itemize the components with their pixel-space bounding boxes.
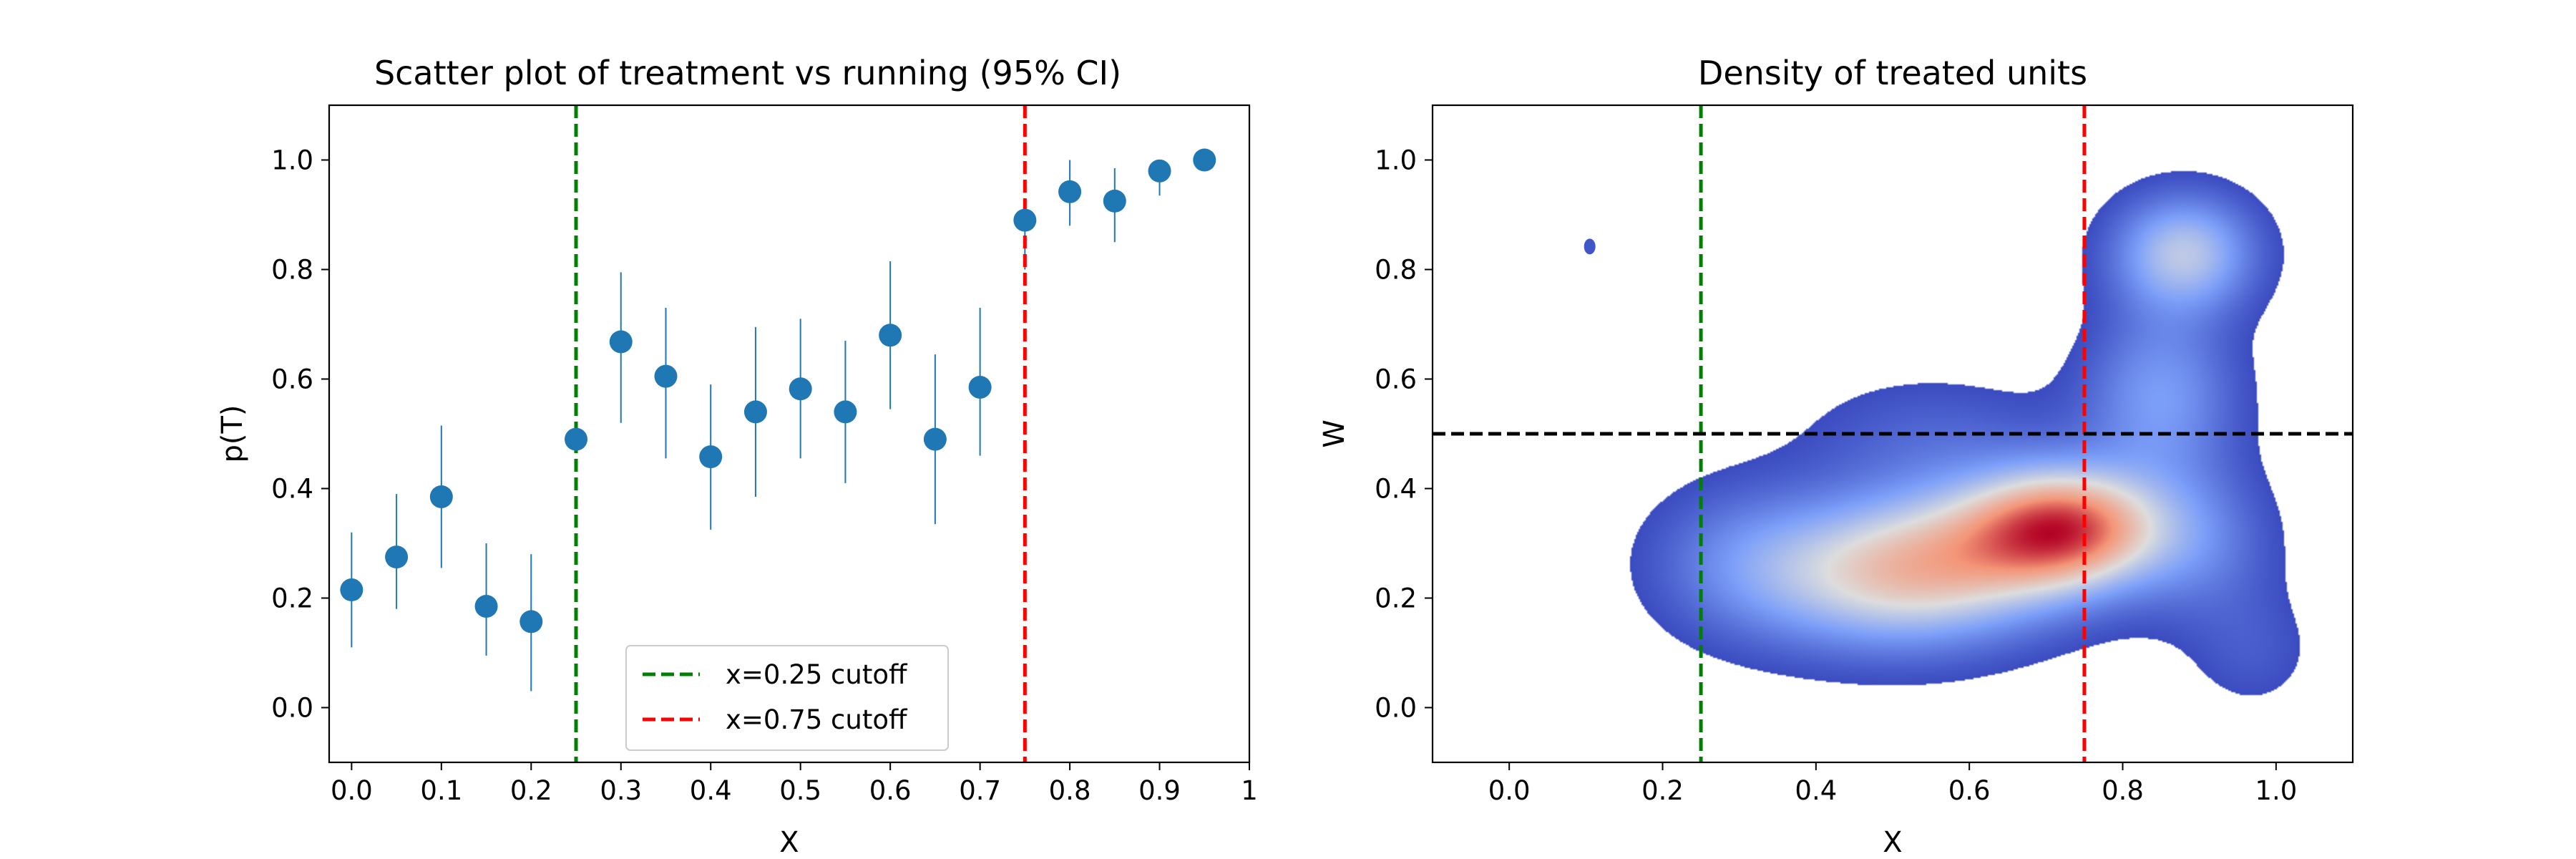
y-tick-label: 0.6 (271, 364, 313, 395)
scatter-panel: Scatter plot of treatment vs running (95… (216, 54, 1258, 859)
data-point (879, 324, 902, 347)
x-tick-label: 0.9 (1138, 775, 1181, 806)
x-tick-label: 0.8 (2102, 775, 2144, 806)
y-tick-label: 0.4 (1375, 474, 1417, 505)
x-tick-label: 0.5 (779, 775, 821, 806)
data-point (743, 400, 767, 424)
x-tick-label: 0.3 (600, 775, 642, 806)
axis-ticks: 0.0 0.2 0.4 0.6 0.8 1.0 0.0 0.2 0.4 0.6 0.8 1.0 (1375, 145, 2297, 807)
data-point (789, 377, 812, 401)
x-tick-label: 0.0 (1488, 775, 1531, 806)
data-point (834, 400, 857, 424)
data-point (385, 545, 409, 569)
data-point (699, 445, 723, 469)
y-tick-label: 0.2 (271, 583, 313, 614)
x-tick-label: 0.8 (1049, 775, 1091, 806)
legend: x=0.25 cutoff x=0.75 cutoff (625, 645, 949, 751)
y-tick-label: 0.0 (1375, 693, 1417, 724)
plot-frame (328, 104, 1251, 764)
chart-title: Scatter plot of treatment vs running (95… (374, 54, 1121, 92)
x-tick-label: 0.7 (959, 775, 1001, 806)
reference-lines (1433, 105, 2353, 762)
x-tick-label: 0.2 (1641, 775, 1684, 806)
data-point (519, 610, 543, 634)
x-tick-label: 0.6 (869, 775, 912, 806)
y-tick-label: 1.0 (271, 145, 313, 176)
x-tick-label: 0.4 (1795, 775, 1837, 806)
x-tick-label: 1 (1241, 775, 1258, 806)
data-point (1058, 180, 1082, 203)
y-tick-label: 0.8 (271, 255, 313, 286)
data-point (1193, 148, 1216, 172)
data-point (1103, 189, 1126, 213)
y-axis-label: W (1318, 419, 1351, 448)
y-tick-label: 1.0 (1375, 145, 1417, 176)
y-tick-label: 0.4 (271, 474, 313, 505)
y-axis-label: p(T) (216, 404, 249, 462)
scatter-marks (340, 105, 1216, 762)
x-tick-label: 0.0 (331, 775, 373, 806)
chart-title: Density of treated units (1698, 54, 2087, 92)
x-tick-label: 1.0 (2255, 775, 2297, 806)
x-tick-label: 0.6 (1948, 775, 1991, 806)
y-tick-label: 0.6 (1375, 364, 1417, 395)
data-point (429, 485, 453, 508)
data-point (565, 427, 588, 451)
data-point (923, 427, 947, 451)
x-tick-label: 0.1 (420, 775, 462, 806)
plot-frame (1431, 104, 2354, 764)
data-point (474, 594, 498, 618)
axis-ticks: 0.0 0.1 0.2 0.3 0.4 0.5 0.6 0.7 0.8 0.9 1 0.0 0.2 0.4… (271, 145, 1258, 807)
data-point (654, 364, 678, 388)
x-tick-label: 0.2 (510, 775, 552, 806)
x-tick-label: 0.4 (690, 775, 732, 806)
density-outlier-blob (1584, 238, 1596, 255)
y-tick-label: 0.8 (1375, 255, 1417, 286)
legend-box (625, 645, 949, 751)
data-point (609, 330, 633, 354)
legend-label-green-cutoff: x=0.25 cutoff (726, 659, 908, 690)
y-tick-label: 0.0 (271, 693, 313, 724)
data-point (1013, 208, 1037, 232)
data-point (968, 375, 992, 399)
data-point (340, 578, 364, 602)
y-tick-label: 0.2 (1375, 583, 1417, 614)
density-panel: Density of treated units 0.0 0.2 0.4 0.6 0.8… (1318, 54, 2354, 859)
x-axis-label: X (779, 826, 799, 859)
data-point (1148, 159, 1171, 183)
legend-label-red-cutoff: x=0.75 cutoff (726, 704, 908, 735)
x-axis-label: X (1883, 826, 1902, 859)
